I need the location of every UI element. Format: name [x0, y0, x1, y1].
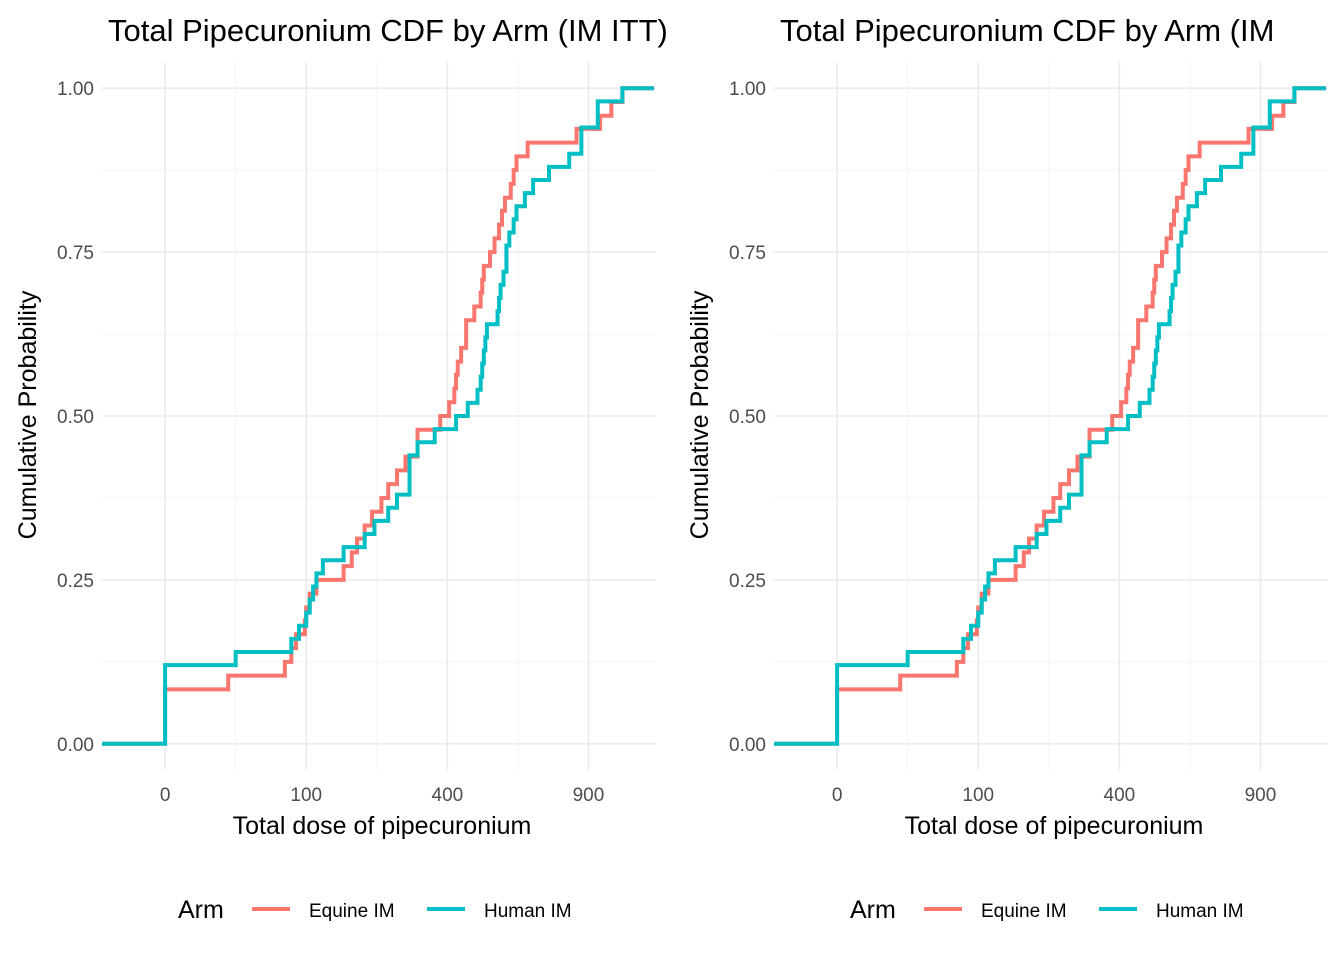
cdf-chart-left: Total Pipecuronium CDF by Arm (IM ITT) 0…	[14, 13, 668, 924]
cdf-chart-right: Total Pipecuronium CDF by Arm (IM 0.000.…	[686, 13, 1328, 924]
y-axis-title: Cumulative Probability	[14, 290, 42, 539]
y-tick-label: 1.00	[57, 79, 94, 100]
series-line-human-im	[774, 86, 1326, 746]
y-tick-label: 0.00	[57, 735, 94, 756]
x-tick-label: 0	[832, 785, 843, 806]
x-tick-label: 400	[1104, 785, 1136, 806]
chart-title: Total Pipecuronium CDF by Arm (IM	[780, 13, 1274, 48]
y-tick-label: 0.25	[57, 571, 94, 592]
legend: Arm Equine IM Human IM	[850, 896, 1244, 924]
x-tick-label: 100	[962, 785, 994, 806]
legend: Arm Equine IM Human IM	[178, 896, 572, 924]
x-axis-title: Total dose of pipecuronium	[233, 812, 532, 840]
legend-title: Arm	[178, 896, 224, 924]
legend-label-human-im: Human IM	[1156, 901, 1244, 922]
x-tick-label: 100	[290, 785, 322, 806]
grid	[774, 62, 1328, 770]
y-tick-labels: 0.00 0.25 0.50 0.75 1.00	[57, 79, 94, 756]
legend-label-equine-im: Equine IM	[309, 901, 395, 922]
x-tick-label: 900	[1245, 785, 1277, 806]
x-tick-labels: 0 100 400 900	[832, 785, 1277, 806]
legend-label-equine-im: Equine IM	[981, 901, 1067, 922]
chart-title: Total Pipecuronium CDF by Arm (IM ITT)	[108, 13, 668, 48]
legend-title: Arm	[850, 896, 896, 924]
y-tick-label: 0.75	[729, 243, 766, 264]
y-tick-label: 0.50	[57, 407, 94, 428]
y-axis-title: Cumulative Probability	[686, 290, 714, 539]
legend-label-human-im: Human IM	[484, 901, 572, 922]
y-tick-label: 0.50	[729, 407, 766, 428]
x-tick-label: 0	[160, 785, 171, 806]
x-tick-labels: 0 100 400 900	[160, 785, 605, 806]
series-layer	[774, 86, 1326, 746]
series-line-human-im	[102, 86, 654, 746]
y-tick-label: 1.00	[729, 79, 766, 100]
x-tick-label: 400	[432, 785, 464, 806]
y-tick-label: 0.75	[57, 243, 94, 264]
series-layer	[102, 86, 654, 746]
x-tick-label: 900	[573, 785, 605, 806]
x-axis-title: Total dose of pipecuronium	[905, 812, 1204, 840]
chart-panel-right: Total Pipecuronium CDF by Arm (IM 0.00 0.…	[672, 0, 1344, 960]
grid	[102, 62, 656, 770]
y-tick-label: 0.00	[729, 735, 766, 756]
y-tick-label: 0.25	[729, 571, 766, 592]
chart-panel-left: Total Pipecuronium CDF by Arm (IM ITT) 0…	[14, 13, 668, 924]
y-tick-labels: 0.00 0.25 0.50 0.75 1.00	[729, 79, 766, 756]
